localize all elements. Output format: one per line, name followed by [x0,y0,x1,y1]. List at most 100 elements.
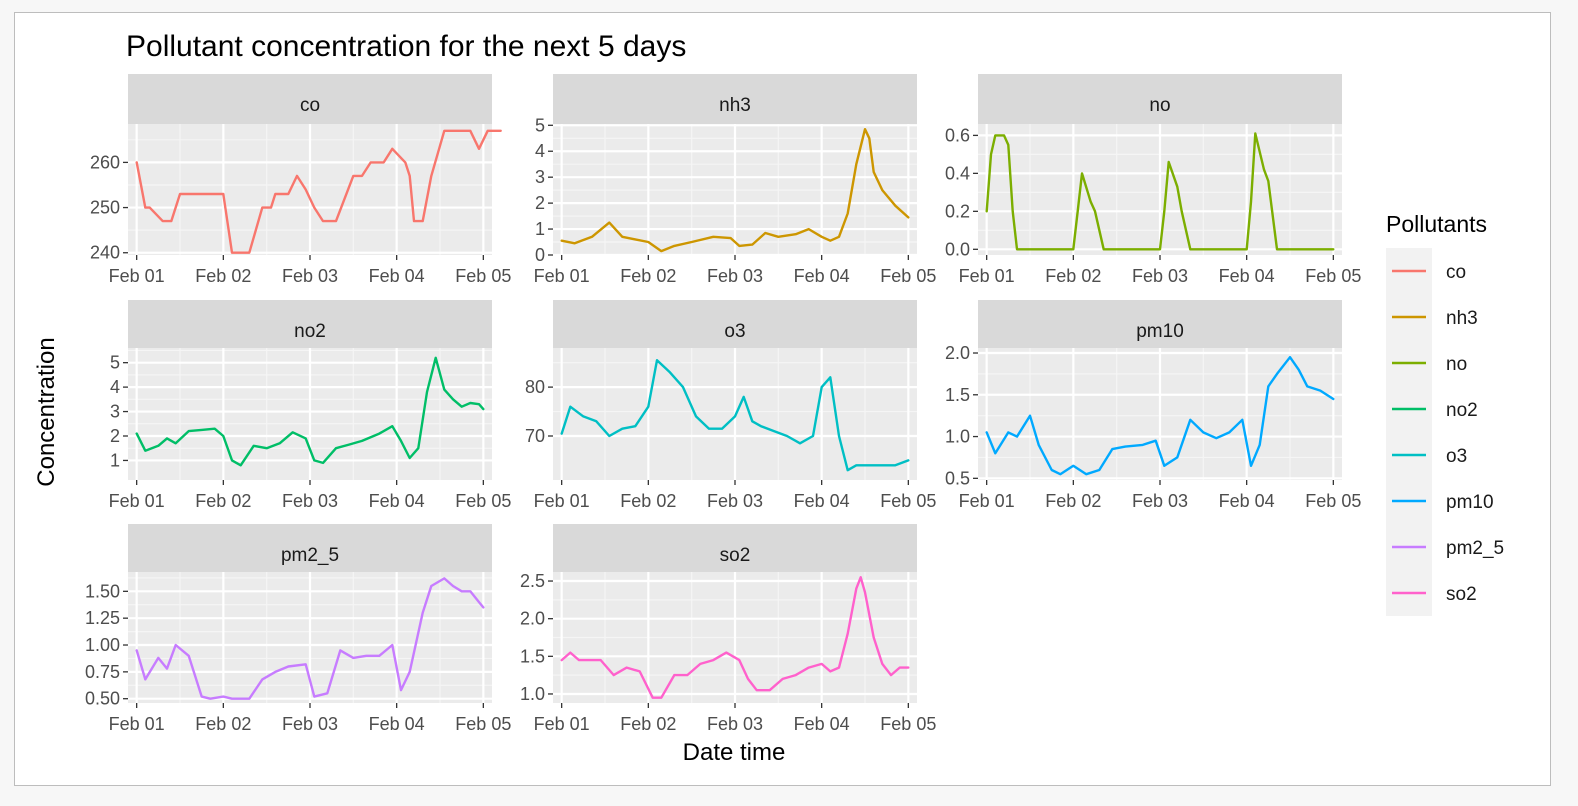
x-tick-label: Feb 03 [707,714,763,734]
y-tick-label: 2.5 [520,571,545,591]
facet-strip-nh3 [553,74,917,124]
legend-label-co: co [1446,262,1466,283]
x-tick-label: Feb 05 [880,491,936,511]
facet-label-no2: no2 [294,321,326,342]
y-tick-label: 3 [535,167,545,187]
x-tick-label: Feb 02 [620,714,676,734]
facet-label-pm10: pm10 [1136,321,1184,342]
legend-label-pm2_5: pm2_5 [1446,538,1504,559]
x-tick-label: Feb 01 [109,714,165,734]
x-tick-label: Feb 03 [282,491,338,511]
x-tick-label: Feb 03 [707,266,763,286]
x-tick-label: Feb 01 [534,714,590,734]
y-tick-label: 80 [525,377,545,397]
x-tick-label: Feb 02 [195,714,251,734]
y-tick-label: 2.0 [945,343,970,363]
facet-strip-no [978,74,1342,124]
x-tick-label: Feb 05 [880,714,936,734]
facet-label-co: co [300,95,320,116]
legend-label-so2: so2 [1446,584,1477,605]
x-tick-label: Feb 02 [195,266,251,286]
facet-label-so2: so2 [720,545,751,566]
facet-strip-no2 [128,300,492,348]
y-tick-label: 2 [535,193,545,213]
y-tick-label: 2 [110,426,120,446]
x-tick-label: Feb 04 [369,714,425,734]
series-line-pm2_5 [135,577,485,700]
x-tick-label: Feb 04 [369,491,425,511]
legend-label-nh3: nh3 [1446,308,1478,329]
x-tick-label: Feb 02 [1045,266,1101,286]
x-tick-label: Feb 03 [282,714,338,734]
y-tick-label: 0.6 [945,125,970,145]
x-tick-label: Feb 05 [455,714,511,734]
x-tick-label: Feb 05 [455,266,511,286]
y-tick-label: 1.50 [85,581,120,601]
y-tick-label: 5 [535,115,545,135]
y-tick-label: 0 [535,245,545,265]
y-tick-label: 0.75 [85,662,120,682]
x-tick-label: Feb 05 [1305,491,1361,511]
legend-label-no: no [1446,354,1467,375]
chart-title: Pollutant concentration for the next 5 d… [126,30,686,63]
facet-label-pm2_5: pm2_5 [281,545,339,566]
x-tick-label: Feb 01 [959,491,1015,511]
y-tick-label: 1.0 [520,684,545,704]
x-tick-label: Feb 05 [880,266,936,286]
y-tick-label: 70 [525,426,545,446]
x-tick-label: Feb 01 [534,266,590,286]
series-line-co [135,129,502,254]
facet-strip-so2 [553,524,917,572]
series-line-no [985,132,1335,251]
series-line-nh3 [560,127,910,253]
x-tick-label: Feb 04 [1219,266,1275,286]
y-tick-label: 5 [110,353,120,373]
y-axis-label: Concentration [33,337,60,486]
legend-title: Pollutants [1386,211,1487,237]
x-tick-label: Feb 01 [109,266,165,286]
y-tick-label: 1.00 [85,635,120,655]
y-tick-label: 2.0 [520,609,545,629]
y-tick-label: 0.50 [85,689,120,709]
y-tick-label: 250 [90,198,120,218]
x-tick-label: Feb 05 [455,491,511,511]
y-tick-label: 1 [110,450,120,470]
y-tick-label: 0.4 [945,163,970,183]
y-tick-label: 0.2 [945,201,970,221]
y-tick-label: 240 [90,243,120,263]
x-tick-label: Feb 04 [369,266,425,286]
y-tick-label: 1.0 [945,427,970,447]
facet-strip-o3 [553,300,917,348]
x-tick-label: Feb 02 [620,266,676,286]
x-tick-label: Feb 04 [794,491,850,511]
x-tick-label: Feb 03 [282,266,338,286]
y-tick-label: 0.0 [945,239,970,259]
series-line-pm10 [985,356,1335,476]
x-tick-label: Feb 02 [1045,491,1101,511]
x-tick-label: Feb 03 [1132,266,1188,286]
legend-label-no2: no2 [1446,400,1478,421]
x-axis-label: Date time [683,739,786,766]
x-tick-label: Feb 03 [707,491,763,511]
facet-label-o3: o3 [724,321,745,342]
y-tick-label: 1.25 [85,608,120,628]
x-tick-label: Feb 01 [109,491,165,511]
x-tick-label: Feb 02 [195,491,251,511]
x-tick-label: Feb 01 [959,266,1015,286]
facet-strip-co [128,74,492,124]
x-tick-label: Feb 04 [794,714,850,734]
y-tick-label: 4 [110,377,120,397]
x-tick-label: Feb 01 [534,491,590,511]
y-tick-label: 260 [90,152,120,172]
y-tick-label: 1 [535,219,545,239]
series-line-so2 [560,576,910,699]
y-tick-label: 3 [110,402,120,422]
x-tick-label: Feb 02 [620,491,676,511]
y-tick-label: 4 [535,141,545,161]
y-tick-label: 0.5 [945,468,970,488]
y-tick-label: 1.5 [945,385,970,405]
series-line-o3 [560,359,910,472]
legend-label-o3: o3 [1446,446,1467,467]
x-tick-label: Feb 05 [1305,266,1361,286]
